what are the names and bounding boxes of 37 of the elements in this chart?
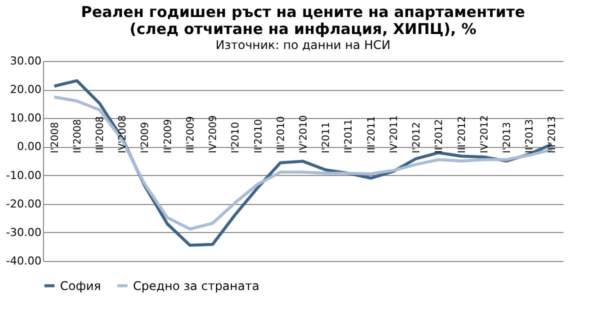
x-tick-label: II'2012 — [434, 119, 446, 154]
x-tick-label: IV'2011 — [388, 115, 400, 154]
y-tick-label: 10.00 — [10, 112, 42, 125]
x-tick-label: III'2011 — [366, 116, 378, 154]
x-tick-label: I'2011 — [321, 122, 332, 154]
x-tick-label: III'2010 — [276, 116, 287, 154]
x-tick-label: II'2008 — [72, 119, 84, 154]
x-tick-label: III'2009 — [185, 116, 196, 154]
y-tick-label: 0.00 — [17, 140, 42, 154]
text: Реален годишен ръст на цените на апартаментите — [80, 3, 526, 21]
x-tick-label: IV'2008 — [118, 115, 129, 154]
x-tick-label: IV'2012 — [479, 115, 490, 154]
y-tick-label: 30.00 — [10, 54, 42, 68]
x-tick-label: I'2009 — [140, 122, 152, 154]
x-tick-label: I'2008 — [50, 122, 61, 154]
x-tick-label: IV'2010 — [298, 115, 310, 154]
x-tick-label: II'2009 — [162, 119, 174, 154]
legend-label: София — [60, 278, 101, 293]
x-tick-label: II'2010 — [253, 119, 264, 154]
x-tick-label: II'2013 — [524, 119, 536, 154]
x-tick-label: I'2012 — [412, 122, 423, 154]
line-series — [52, 96, 554, 230]
legend-label: Средно за страната — [133, 278, 260, 293]
text: (след отчитане на инфлация, ХИПЦ), % — [130, 20, 476, 38]
x-tick-label: I'2010 — [230, 122, 242, 154]
y-tick-label: -40.00 — [6, 254, 42, 268]
x-tick-label: III'2008 — [95, 116, 106, 154]
y-tick-label: -30.00 — [6, 226, 42, 239]
chart-subtitle: Източник: по данни на НСИ — [216, 38, 390, 52]
y-tick-label: 20.00 — [10, 83, 42, 96]
x-tick-label: III'2013 — [547, 116, 558, 154]
x-tick-label: I'2013 — [502, 122, 513, 154]
y-tick-label: -10.00 — [6, 168, 42, 182]
x-tick-label: II'2011 — [344, 119, 355, 154]
y-tick-label: -20.00 — [6, 197, 42, 210]
x-tick-label: III'2012 — [456, 116, 468, 154]
x-tick-label: IV'2009 — [208, 115, 220, 154]
